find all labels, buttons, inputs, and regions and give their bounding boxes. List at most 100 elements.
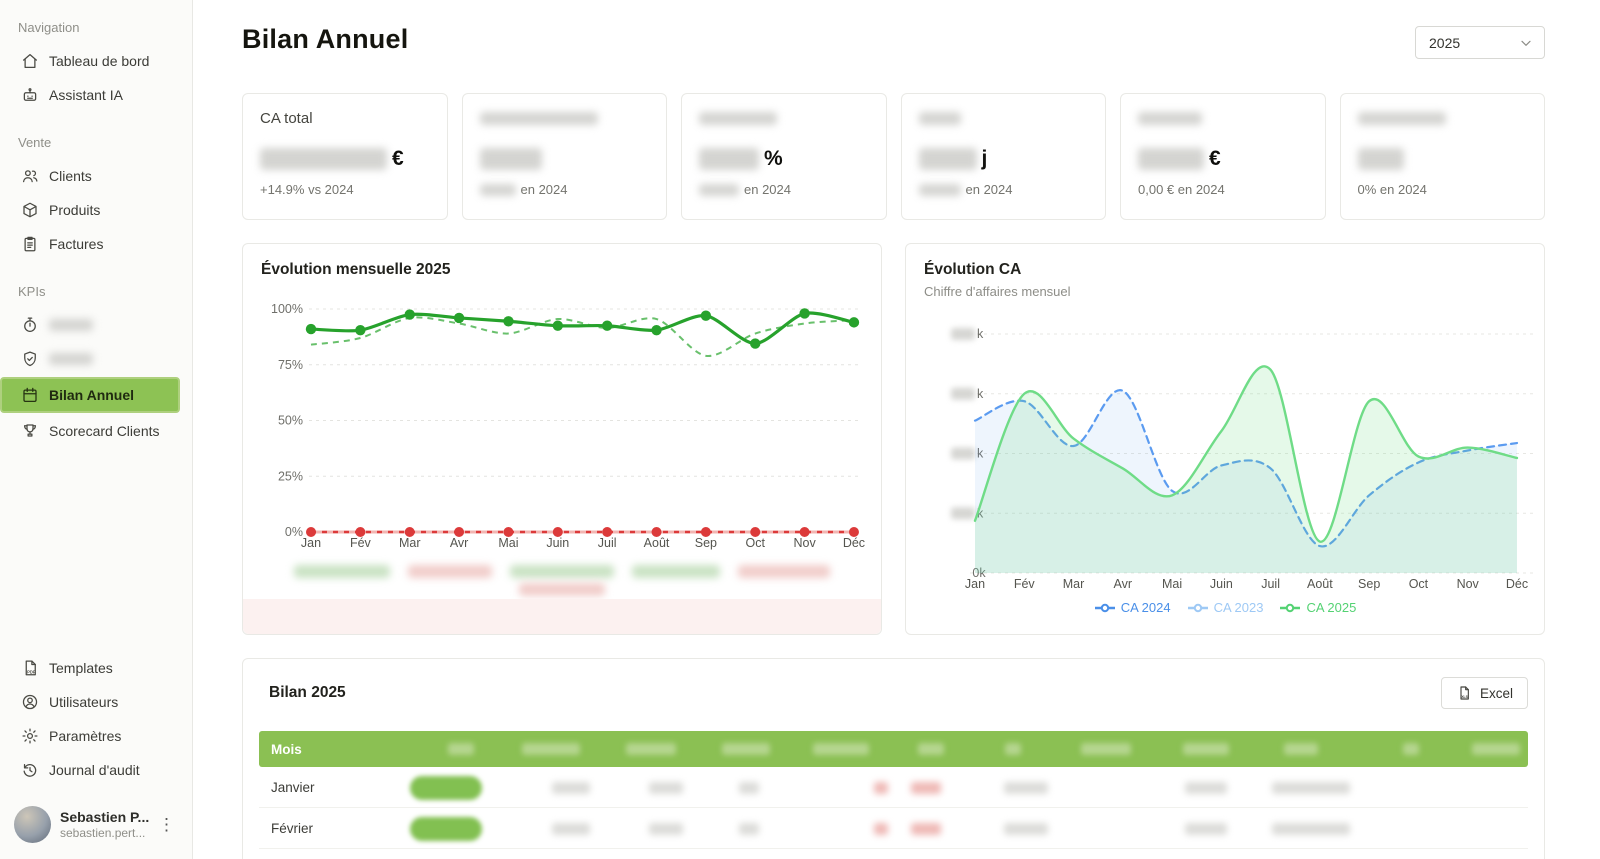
svg-text:Août: Août	[644, 536, 670, 550]
svg-text:0%: 0%	[285, 525, 303, 539]
redacted-value	[260, 148, 387, 170]
ca-evolution-subtitle: Chiffre d'affaires mensuel	[924, 284, 1071, 299]
svg-text:Déc: Déc	[1506, 577, 1528, 591]
package-icon	[21, 201, 39, 219]
kpi-value: €	[260, 144, 430, 174]
year-select[interactable]: 2025	[1415, 26, 1545, 59]
redacted-column-header	[813, 743, 869, 755]
sidebar-item-assistant-ia[interactable]: Assistant IA	[12, 79, 180, 111]
sidebar-footer: PDF Templates Utilisateurs Paramètres Journa…	[12, 650, 180, 847]
sidebar-item-scorecard-clients[interactable]: Scorecard Clients	[12, 415, 180, 447]
main-header: Bilan Annuel 2025	[242, 24, 1545, 68]
redacted-column-header	[1081, 743, 1131, 755]
redacted-cell	[410, 817, 482, 841]
kpi-value	[479, 144, 650, 174]
sidebar-item-stopwatch-redacted[interactable]	[12, 309, 180, 341]
sidebar: Navigation Tableau de bord Assistant IA Ven…	[0, 0, 193, 859]
excel-export-button[interactable]: XLS Excel	[1440, 677, 1528, 709]
sidebar-nav: Navigation Tableau de bord Assistant IA Ven…	[0, 14, 180, 449]
stopwatch-icon	[21, 316, 39, 334]
redacted-value	[479, 148, 542, 170]
ca-evolution-chart: k k k k 0kJan Fév Mar Avr Mai Juin Juil Août Sep Oct N…	[906, 300, 1544, 600]
bilan-table-title: Bilan 2025	[269, 684, 346, 701]
sidebar-item-templates[interactable]: PDF Templates	[12, 652, 180, 684]
legend-item-ca-2024[interactable]: CA 2024	[1094, 600, 1171, 615]
charts-row: Évolution mensuelle 2025 100% 75% 50% 25% 0%…	[242, 243, 1545, 635]
sidebar-item-parametres[interactable]: Paramètres	[12, 720, 180, 752]
invoice-icon	[21, 235, 39, 253]
redacted-column-header	[1005, 743, 1021, 755]
redacted-column-header	[1403, 743, 1419, 755]
row-month-label: Février	[271, 821, 314, 836]
svg-text:Mar: Mar	[1063, 577, 1085, 591]
kebab-menu-icon[interactable]: ⋮	[158, 814, 175, 834]
svg-text:25%: 25%	[278, 469, 303, 483]
redacted-value	[1357, 148, 1404, 170]
kpi-card-3: % en 2024	[681, 93, 887, 220]
redacted-cell	[1004, 823, 1048, 835]
kpi-unit: j	[981, 147, 988, 170]
monthly-evolution-redacted-legend-row1	[243, 565, 881, 578]
sidebar-item-tableau-de-bord[interactable]: Tableau de bord	[12, 45, 180, 77]
sidebar-item-shield-check-redacted[interactable]	[12, 343, 180, 375]
svg-text:50%: 50%	[278, 414, 303, 428]
redacted-cell	[874, 782, 888, 794]
home-icon	[21, 52, 39, 70]
sidebar-item-factures[interactable]: Factures	[12, 228, 180, 260]
sidebar-item-utilisateurs[interactable]: Utilisateurs	[12, 686, 180, 718]
sidebar-item-label: Journal d'audit	[49, 762, 140, 778]
sidebar-footer-nav: PDF Templates Utilisateurs Paramètres Journa…	[12, 652, 180, 786]
redacted-cell	[1272, 782, 1350, 794]
xls-file-icon: XLS	[1456, 685, 1472, 701]
redacted-column-header	[722, 743, 770, 755]
redacted-series-label	[408, 565, 492, 578]
legend-marker-icon	[1187, 603, 1208, 612]
legend-item-ca-2025[interactable]: CA 2025	[1279, 600, 1356, 615]
svg-text:Juil: Juil	[598, 536, 617, 550]
shield-check-icon	[21, 350, 39, 368]
kpi-card-4: j en 2024	[900, 93, 1106, 220]
kpi-unit: %	[764, 147, 783, 170]
table-row-janvier: Janvier	[259, 767, 1528, 808]
svg-text:k: k	[977, 327, 984, 341]
redacted-column-header	[918, 743, 944, 755]
sidebar-item-label: Scorecard Clients	[49, 423, 160, 439]
column-header-mois: Mois	[271, 741, 302, 757]
svg-text:Avr: Avr	[450, 536, 469, 550]
sidebar-item-produits[interactable]: Produits	[12, 194, 180, 226]
svg-text:k: k	[977, 506, 984, 520]
redacted-cell	[1185, 823, 1227, 835]
monthly-evolution-redacted-legend-row2	[243, 583, 881, 596]
redacted-column-header	[1183, 743, 1229, 755]
redacted-series-label	[294, 565, 390, 578]
redacted-column-header	[1284, 743, 1318, 755]
sidebar-item-label: Assistant IA	[49, 87, 123, 103]
page-title: Bilan Annuel	[242, 24, 409, 54]
svg-text:Fév: Fév	[350, 536, 372, 550]
sidebar-item-bilan-annuel[interactable]: Bilan Annuel	[0, 377, 180, 413]
sidebar-item-journal-d-audit[interactable]: Journal d'audit	[12, 754, 180, 786]
chevron-down-icon	[1518, 35, 1534, 51]
sidebar-item-label: Bilan Annuel	[49, 387, 135, 403]
svg-text:Jan: Jan	[965, 577, 985, 591]
legend-item-ca-2023[interactable]: CA 2023	[1187, 600, 1263, 615]
user-name: Sebastien P...	[60, 808, 150, 825]
kpi-subtext: 0,00 € en 2024	[1138, 182, 1225, 197]
gear-icon	[21, 727, 39, 745]
svg-text:Août: Août	[1307, 577, 1333, 591]
sidebar-item-label: Templates	[49, 660, 113, 676]
ca-evolution-card: Évolution CA Chiffre d'affaires mensuel …	[905, 243, 1545, 635]
svg-text:100%: 100%	[271, 302, 303, 316]
history-icon	[21, 761, 39, 779]
table-row-fevrier: Février	[259, 808, 1528, 849]
svg-text:Oct: Oct	[1409, 577, 1429, 591]
redacted-column-header	[448, 743, 474, 755]
avatar	[14, 806, 51, 843]
redacted-value	[699, 148, 759, 170]
user-row[interactable]: Sebastien P... sebastien.pert... ⋮	[12, 802, 180, 847]
kpi-subtext: 0% en 2024	[1357, 182, 1427, 197]
sidebar-item-clients[interactable]: Clients	[12, 160, 180, 192]
svg-text:0k: 0k	[972, 566, 986, 580]
sidebar-item-label: Clients	[49, 168, 92, 184]
